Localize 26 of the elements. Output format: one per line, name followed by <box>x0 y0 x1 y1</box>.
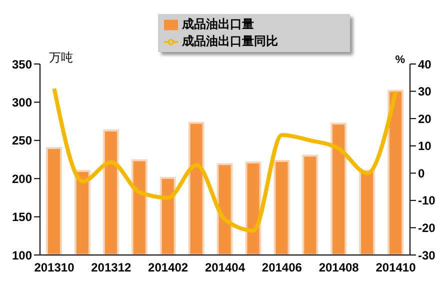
y-tick-label: 250 <box>12 134 32 148</box>
x-tick-label: 201310 <box>34 260 75 275</box>
y2-tick-label: -30 <box>418 248 436 262</box>
y2-tick-label: 20 <box>418 112 432 126</box>
y-axis-title: 万吨 <box>49 50 73 65</box>
x-tick-label: 201410 <box>376 260 416 275</box>
y2-tick-label: 40 <box>418 57 432 72</box>
x-tick-label: 201312 <box>91 260 132 275</box>
line-series <box>52 86 398 232</box>
y-tick-label: 200 <box>12 172 32 186</box>
y2-tick-label: 10 <box>418 139 432 154</box>
y-tick-label: 100 <box>12 248 32 262</box>
y-tick-label: 300 <box>12 95 32 110</box>
y2-tick-label: -20 <box>418 220 436 235</box>
x-tick-label: 201402 <box>148 260 188 275</box>
x-tick-label: 201406 <box>262 260 302 275</box>
x-tick-label: 201408 <box>318 260 360 275</box>
y2-tick-label: 0 <box>418 166 425 180</box>
y-tick-label: 150 <box>12 210 32 224</box>
x-tick-label: 201404 <box>204 260 246 275</box>
legend-label: 成品油出口量 <box>182 17 254 31</box>
y-tick-label: 350 <box>12 57 32 72</box>
legend-label: 成品油出口量同比 <box>182 34 278 48</box>
y2-axis-title: % <box>395 54 406 66</box>
y2-tick-label: 30 <box>418 84 432 99</box>
y2-tick-label: -10 <box>418 194 436 208</box>
